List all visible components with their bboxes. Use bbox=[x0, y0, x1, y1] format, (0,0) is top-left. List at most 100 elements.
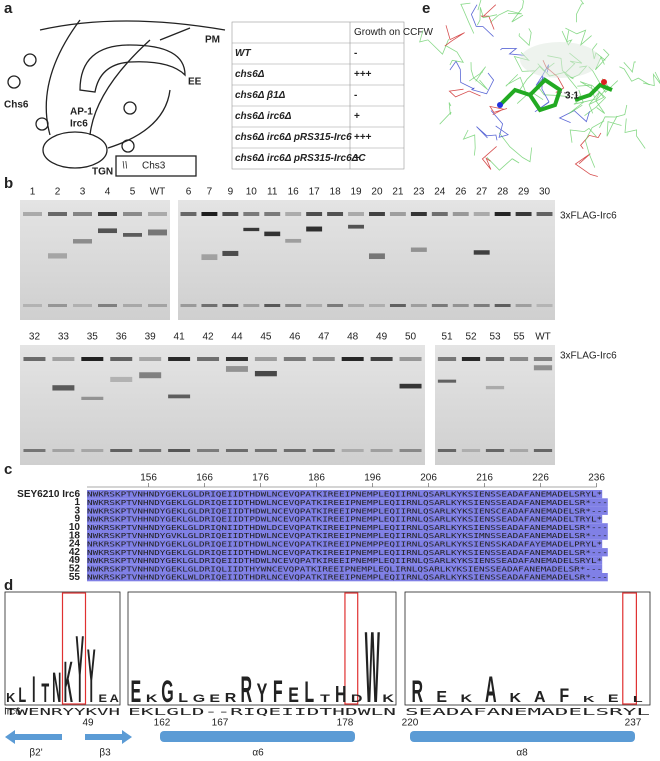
band bbox=[452, 212, 469, 216]
bond bbox=[511, 0, 524, 23]
band bbox=[473, 250, 490, 255]
residue-stick bbox=[498, 77, 563, 113]
band bbox=[243, 304, 260, 307]
logo-letter: K bbox=[6, 690, 16, 705]
logo-letter: E bbox=[209, 693, 220, 705]
band bbox=[23, 449, 46, 452]
band bbox=[222, 304, 239, 307]
helix bbox=[410, 731, 635, 742]
bond bbox=[643, 71, 660, 87]
bond bbox=[595, 48, 610, 71]
logo-box bbox=[4, 591, 121, 706]
structure-label: α8 bbox=[516, 748, 528, 759]
position-label: 162 bbox=[154, 718, 171, 729]
table-cell: chs6Δ β1Δ bbox=[235, 90, 286, 101]
band bbox=[452, 304, 469, 307]
sequence: NWKRSKPTVNHNDYGEKLGLDRIQEIIDTHDWLNCEVQPA… bbox=[87, 549, 608, 557]
logo-letter: L bbox=[633, 694, 643, 704]
bond bbox=[481, 146, 497, 170]
diagram-label: Chs6 bbox=[4, 100, 29, 111]
structure-label: β3 bbox=[99, 748, 111, 759]
band bbox=[243, 227, 260, 232]
panel-label: c bbox=[4, 461, 12, 478]
band bbox=[168, 449, 191, 452]
lane-label: 55 bbox=[513, 332, 525, 343]
helix-ribbon bbox=[520, 42, 600, 78]
position-label: 220 bbox=[402, 718, 419, 729]
conservation-shade bbox=[87, 498, 608, 507]
legend-box bbox=[115, 155, 197, 177]
bond bbox=[470, 4, 494, 37]
lane-label: 39 bbox=[145, 332, 157, 343]
band bbox=[73, 239, 92, 244]
table-cell: +++ bbox=[354, 132, 372, 143]
lane-label: 52 bbox=[465, 332, 477, 343]
logo-letter: K bbox=[64, 650, 73, 715]
band bbox=[222, 250, 239, 256]
table-cell: +++ bbox=[354, 69, 372, 80]
logo-letter: E bbox=[98, 693, 107, 705]
bond bbox=[419, 30, 449, 55]
panel-label: b bbox=[4, 175, 13, 192]
sequence-name: 52 bbox=[69, 563, 81, 574]
sequence: NWKRSKPTVHHNDYGEKLGLDRIQEIIDTPDWLNCEVQPA… bbox=[87, 516, 602, 524]
band bbox=[222, 212, 239, 216]
band bbox=[98, 212, 117, 216]
logo-letter: K bbox=[583, 694, 595, 704]
band bbox=[494, 212, 511, 216]
band bbox=[201, 304, 218, 307]
bond bbox=[476, 7, 498, 26]
lane-label: 46 bbox=[289, 332, 301, 343]
lane-label: 44 bbox=[231, 332, 243, 343]
bond bbox=[468, 66, 486, 82]
residue-sequence: EKLGLD--RIQEIIDTHDWLN bbox=[128, 707, 396, 718]
logo-letter: Y bbox=[75, 616, 84, 723]
lane-label: 42 bbox=[202, 332, 214, 343]
logo-letter: I bbox=[32, 669, 36, 710]
lane-label: 26 bbox=[455, 187, 467, 198]
logo-letter: W bbox=[365, 613, 380, 725]
bond bbox=[470, 62, 489, 91]
gel bbox=[20, 200, 170, 320]
panel-label: d bbox=[4, 577, 13, 594]
band bbox=[509, 357, 529, 361]
band bbox=[197, 449, 220, 452]
band bbox=[81, 357, 104, 361]
bond bbox=[500, 47, 525, 56]
table-cell: chs6Δ irc6Δ bbox=[235, 111, 292, 122]
band bbox=[431, 212, 448, 216]
logo-letter: R bbox=[240, 670, 252, 712]
lane-label: 53 bbox=[489, 332, 501, 343]
logo-letter: L bbox=[18, 683, 26, 707]
logo-letter: E bbox=[608, 693, 619, 705]
band bbox=[410, 247, 427, 252]
logo-letter: T bbox=[320, 693, 331, 705]
bond bbox=[565, 27, 592, 47]
band bbox=[306, 304, 323, 307]
band bbox=[98, 228, 117, 234]
band bbox=[52, 385, 75, 391]
hbond bbox=[559, 91, 581, 97]
sequence: NWKRSKPTVNHNDYGVKLGLDRIQEIIDTHDWLNCEVQPA… bbox=[87, 532, 608, 540]
sequence: NRKRSKPTVNHNDYGEKLGLDRIQEIIDTHDWLNCEVQPA… bbox=[87, 540, 602, 548]
diagram-label: PM bbox=[205, 35, 220, 46]
band bbox=[399, 383, 422, 389]
band bbox=[431, 304, 448, 307]
lane-label: WT bbox=[535, 332, 551, 343]
sequence: NWKRSKPTVNHNDYGEKLGLDRIQEIIDTHDWLNCEVQPA… bbox=[87, 499, 608, 507]
band bbox=[139, 357, 162, 361]
conservation-shade bbox=[87, 523, 608, 532]
lane-label: 6 bbox=[186, 187, 192, 198]
bond bbox=[439, 102, 452, 125]
lane-label: 24 bbox=[434, 187, 446, 198]
lane-label: 11 bbox=[267, 187, 278, 198]
conservation-shade bbox=[87, 514, 603, 524]
conservation-shade bbox=[87, 506, 608, 515]
arrow bbox=[89, 39, 151, 136]
bond bbox=[573, 91, 601, 105]
residue-sequence: TWENRYYKVH bbox=[5, 707, 120, 718]
lane-label: 49 bbox=[376, 332, 388, 343]
logo-letter: T bbox=[41, 679, 49, 708]
band bbox=[509, 449, 529, 452]
